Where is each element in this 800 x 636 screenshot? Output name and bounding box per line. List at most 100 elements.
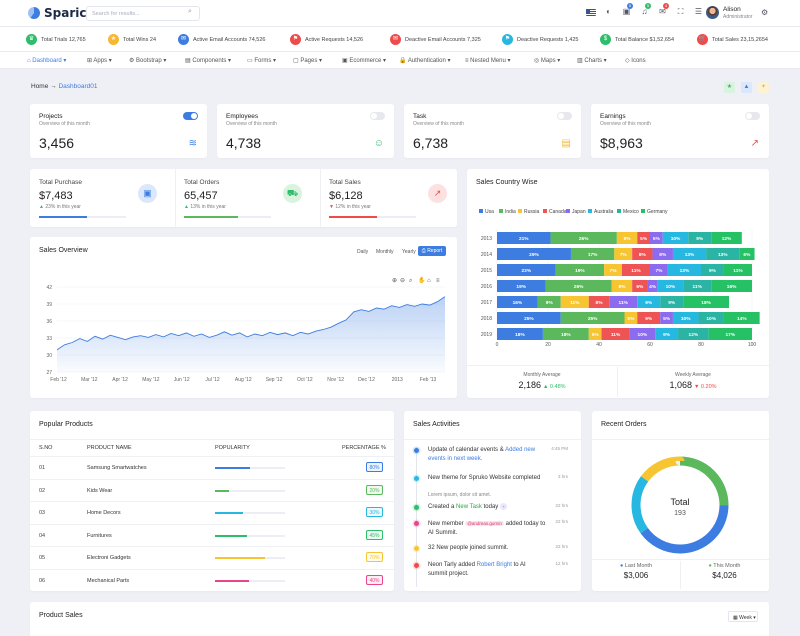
range-yearly-button[interactable]: Yearly <box>402 249 416 255</box>
kpi-toggle[interactable] <box>370 112 385 120</box>
bar-data-label: 7% <box>610 268 618 274</box>
user-profile[interactable]: Alison Administrator <box>723 6 752 20</box>
bell-button[interactable]: ✦ <box>758 82 769 93</box>
zoom-out-icon[interactable]: ⊖ <box>400 278 405 284</box>
breadcrumb-current: Dashboard01 <box>58 83 98 90</box>
col-percentage: PERCENTAGE % <box>342 445 386 451</box>
activity-link[interactable]: Added new events in next week. <box>428 447 536 462</box>
x-tick-label: 60 <box>647 342 653 348</box>
notification-icon[interactable]: ♫ 5 <box>641 3 651 16</box>
bar-data-label: 19% <box>516 284 526 290</box>
chevron-down-icon: ▾ <box>161 58 167 64</box>
nav-item-dashboard[interactable]: ⌂ Dashboard ▾ <box>27 57 66 64</box>
bar-data-label: 13% <box>685 252 695 258</box>
bar-segment <box>588 296 610 308</box>
table-row[interactable]: 06 Mechanical Parts 40% <box>30 568 394 591</box>
star-button[interactable]: ★ <box>724 82 735 93</box>
summary-card: Total Purchase $7,483 ▲ 23% in this year ▣ T… <box>30 169 457 227</box>
period-select[interactable]: ▦ Week ▾ <box>728 611 758 622</box>
message-icon[interactable]: ✉ 4 <box>659 3 669 16</box>
member-chip[interactable]: @andreas.gurnin <box>465 521 504 526</box>
summary-title: Total Sales <box>329 179 361 186</box>
home-icon[interactable]: ⌂ <box>427 278 431 284</box>
nav-item-icons[interactable]: ◇ Icons <box>625 57 646 64</box>
nav-item-apps[interactable]: ⊞ Apps ▾ <box>87 57 112 64</box>
gear-icon[interactable]: ⚙ <box>761 8 769 17</box>
last-month-label: Last Month <box>624 563 653 569</box>
search-zoom-icon[interactable]: ⌕ <box>409 278 412 284</box>
bar-data-label: 12% <box>722 236 732 242</box>
external-link-icon: ↗ <box>750 138 759 149</box>
y-tick-label: 33 <box>46 336 52 342</box>
range-daily-button[interactable]: Daily <box>357 249 369 255</box>
nav-item-forms[interactable]: ▭ Forms ▾ <box>247 57 276 64</box>
table-row[interactable]: 02 Kids Wear 20% <box>30 478 394 501</box>
x-tick-label: 0 <box>496 342 499 348</box>
nav-item-bootstrap[interactable]: ⚙ Bootstrap ▾ <box>129 57 166 64</box>
nav-item-components[interactable]: ▤ Components ▾ <box>185 57 231 64</box>
activity-link[interactable]: New Task <box>456 504 482 510</box>
y-tick-label: 2014 <box>481 252 492 258</box>
chevron-down-icon: ▾ <box>555 58 561 64</box>
zoom-in-icon[interactable]: ⊕ <box>392 278 397 284</box>
fullscreen-icon[interactable]: ⛶ <box>677 7 684 16</box>
bar-data-label: 8% <box>659 252 667 258</box>
nav-item-ecommerce[interactable]: ▣ Ecommerce ▾ <box>342 57 386 64</box>
brand-logo[interactable]: Sparic <box>28 6 86 20</box>
cart-icon[interactable]: ▣ 5 <box>622 3 633 16</box>
bar-segment <box>616 232 638 244</box>
activity-post-text: added today to AI Summit. <box>428 521 546 536</box>
avatar[interactable] <box>706 6 719 19</box>
stat-item: ⚑ Active Requests 14,526 <box>290 34 363 45</box>
sales-country-chart: Usa India Russia Canada Japan Australia Mexico… <box>479 209 760 348</box>
table-row[interactable]: 03 Home Decors 30% <box>30 501 394 523</box>
table-row[interactable]: 05 Electroni Gadgets 70% <box>30 546 394 568</box>
nav-item-nested-menu[interactable]: ≡ Nested Menu ▾ <box>465 57 511 64</box>
lock-button[interactable]: ▲ <box>741 82 752 93</box>
row-percentage-badge: 20% <box>366 484 383 495</box>
breadcrumb-home[interactable]: Home <box>31 83 49 90</box>
theme-toggle-icon[interactable]: ◐ <box>606 7 611 16</box>
legend-swatch <box>566 209 570 213</box>
sales-overview-card: Sales Overview Daily Monthly Yearly ⎙ Re… <box>30 237 457 398</box>
chart-menu-icon[interactable]: ≡ <box>436 278 440 284</box>
activity-time: 4:45 PM <box>551 446 568 451</box>
stat-label: Total Sales 23,15,2654 <box>712 36 768 43</box>
monthly-average-change: ▲ 0.48% <box>542 384 566 390</box>
search-input[interactable]: Search for results... <box>86 6 200 21</box>
table-row[interactable]: 04 Furnitures 45% <box>30 523 394 546</box>
email-off-icon: ✉ <box>390 34 401 45</box>
x-tick-label: Nov '12 <box>327 377 344 383</box>
nav-item-pages[interactable]: ▢ Pages ▾ <box>293 57 322 64</box>
bar-segment <box>650 232 663 244</box>
star-icon: ★ <box>108 34 119 45</box>
kpi-toggle[interactable] <box>183 112 198 120</box>
nav-item-charts[interactable]: ▥ Charts ▾ <box>577 57 607 64</box>
language-flag-icon[interactable] <box>586 7 596 17</box>
chevron-down-icon: ▾ <box>445 58 451 64</box>
activity-link[interactable]: Robert Bright <box>476 562 512 568</box>
x-tick-label: Oct '12 <box>297 377 313 383</box>
menu-icon[interactable]: ☰ <box>694 7 703 16</box>
recent-orders-title: Recent Orders <box>601 421 647 428</box>
bar-data-label: 25% <box>524 316 534 322</box>
pan-icon[interactable]: ✋ <box>418 276 425 284</box>
table-row[interactable]: 01 Samsung Smartwatches 80% <box>30 456 394 478</box>
report-button[interactable]: ⎙ Report <box>418 246 446 256</box>
nav-item-maps[interactable]: ◎ Maps ▾ <box>534 57 560 64</box>
summary-progress <box>39 216 126 218</box>
stat-item: ✉ Deactive Email Accounts 7,325 <box>390 34 481 45</box>
weekly-average-label: Weekly Average <box>675 372 711 378</box>
kpi-toggle[interactable] <box>557 112 572 120</box>
legend-label: Russia <box>524 209 540 215</box>
kpi-toggle[interactable] <box>745 112 760 120</box>
area-line <box>56 296 446 351</box>
range-monthly-button[interactable]: Monthly <box>376 249 394 255</box>
nav-item-authentication[interactable]: 🔒 Authentication ▾ <box>399 57 451 64</box>
bar-segment <box>609 296 638 308</box>
search-icon[interactable]: ⌕ <box>188 8 192 15</box>
add-icon[interactable]: + <box>500 503 508 510</box>
user-name: Alison <box>723 6 741 13</box>
nav-label: Components <box>192 58 227 64</box>
nav-label: Charts <box>584 58 603 64</box>
